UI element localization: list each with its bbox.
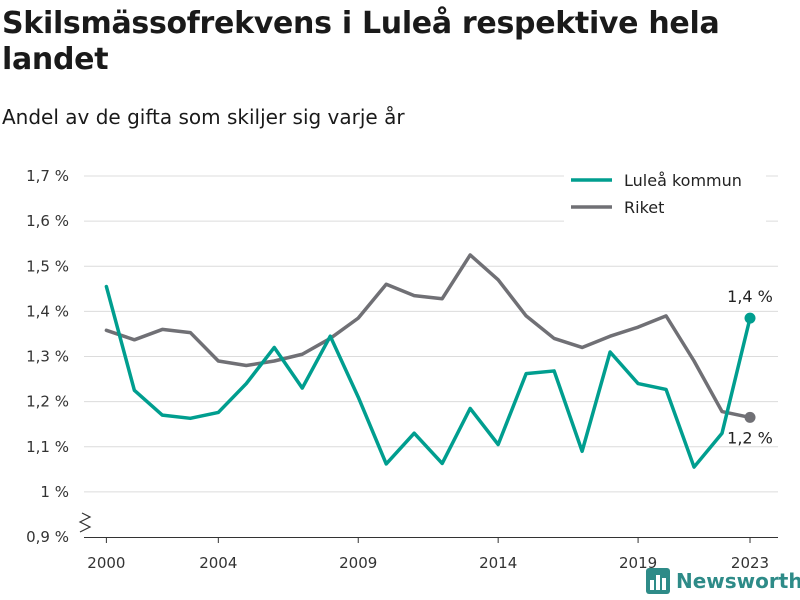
x-axis (78, 512, 778, 538)
y-tick-label: 1,7 % (26, 167, 69, 185)
legend-label-0: Luleå kommun (624, 171, 742, 190)
x-tick-label: 2000 (87, 554, 125, 572)
y-tick-label: 0,9 % (26, 528, 69, 546)
y-tick-label: 1,3 % (26, 348, 69, 366)
x-axis-ticks: 2000 2004 2009 2014 2019 2023 (87, 537, 769, 572)
chart-subtitle: Andel av de gifta som skiljer sig varje … (2, 105, 405, 129)
brand-name: Newsworthy (676, 569, 800, 593)
x-tick-label: 2023 (731, 554, 769, 572)
end-label-1: 1,2 % (727, 428, 773, 447)
brand-logo: Newsworthy (646, 568, 800, 594)
y-tick-label: 1,1 % (26, 438, 69, 456)
axis-break-icon (78, 512, 92, 533)
end-label-0: 1,4 % (727, 287, 773, 306)
grid-lines (84, 175, 778, 493)
y-tick-label: 1,6 % (26, 212, 69, 230)
series-line-0 (104, 284, 752, 469)
series-line-1 (104, 253, 752, 420)
x-tick-label: 2004 (199, 554, 237, 572)
x-tick-label: 2019 (619, 554, 657, 572)
x-tick-label: 2009 (339, 554, 377, 572)
legend-background (564, 163, 766, 223)
x-tick-label: 2014 (479, 554, 517, 572)
bar-chart-logo-icon (646, 568, 670, 594)
chart-title: Skilsmässofrekvens i Luleå respektive he… (2, 6, 720, 77)
series-lines: 1,2 % 1,4 % (104, 253, 773, 469)
y-tick-label: 1,2 % (26, 393, 69, 411)
y-tick-label: 1,5 % (26, 257, 69, 275)
legend: Luleå kommun Riket (564, 163, 766, 223)
y-tick-label: 1,4 % (26, 302, 69, 320)
end-point-0 (744, 312, 756, 324)
legend-label-1: Riket (624, 198, 664, 217)
y-tick-label: 1 % (40, 483, 69, 501)
end-point-1 (744, 411, 756, 423)
y-axis-ticks: 0,9 % 1 % 1,1 % 1,2 % 1,3 % 1,4 % 1,5 % 1,6 % 1,… (26, 167, 69, 546)
